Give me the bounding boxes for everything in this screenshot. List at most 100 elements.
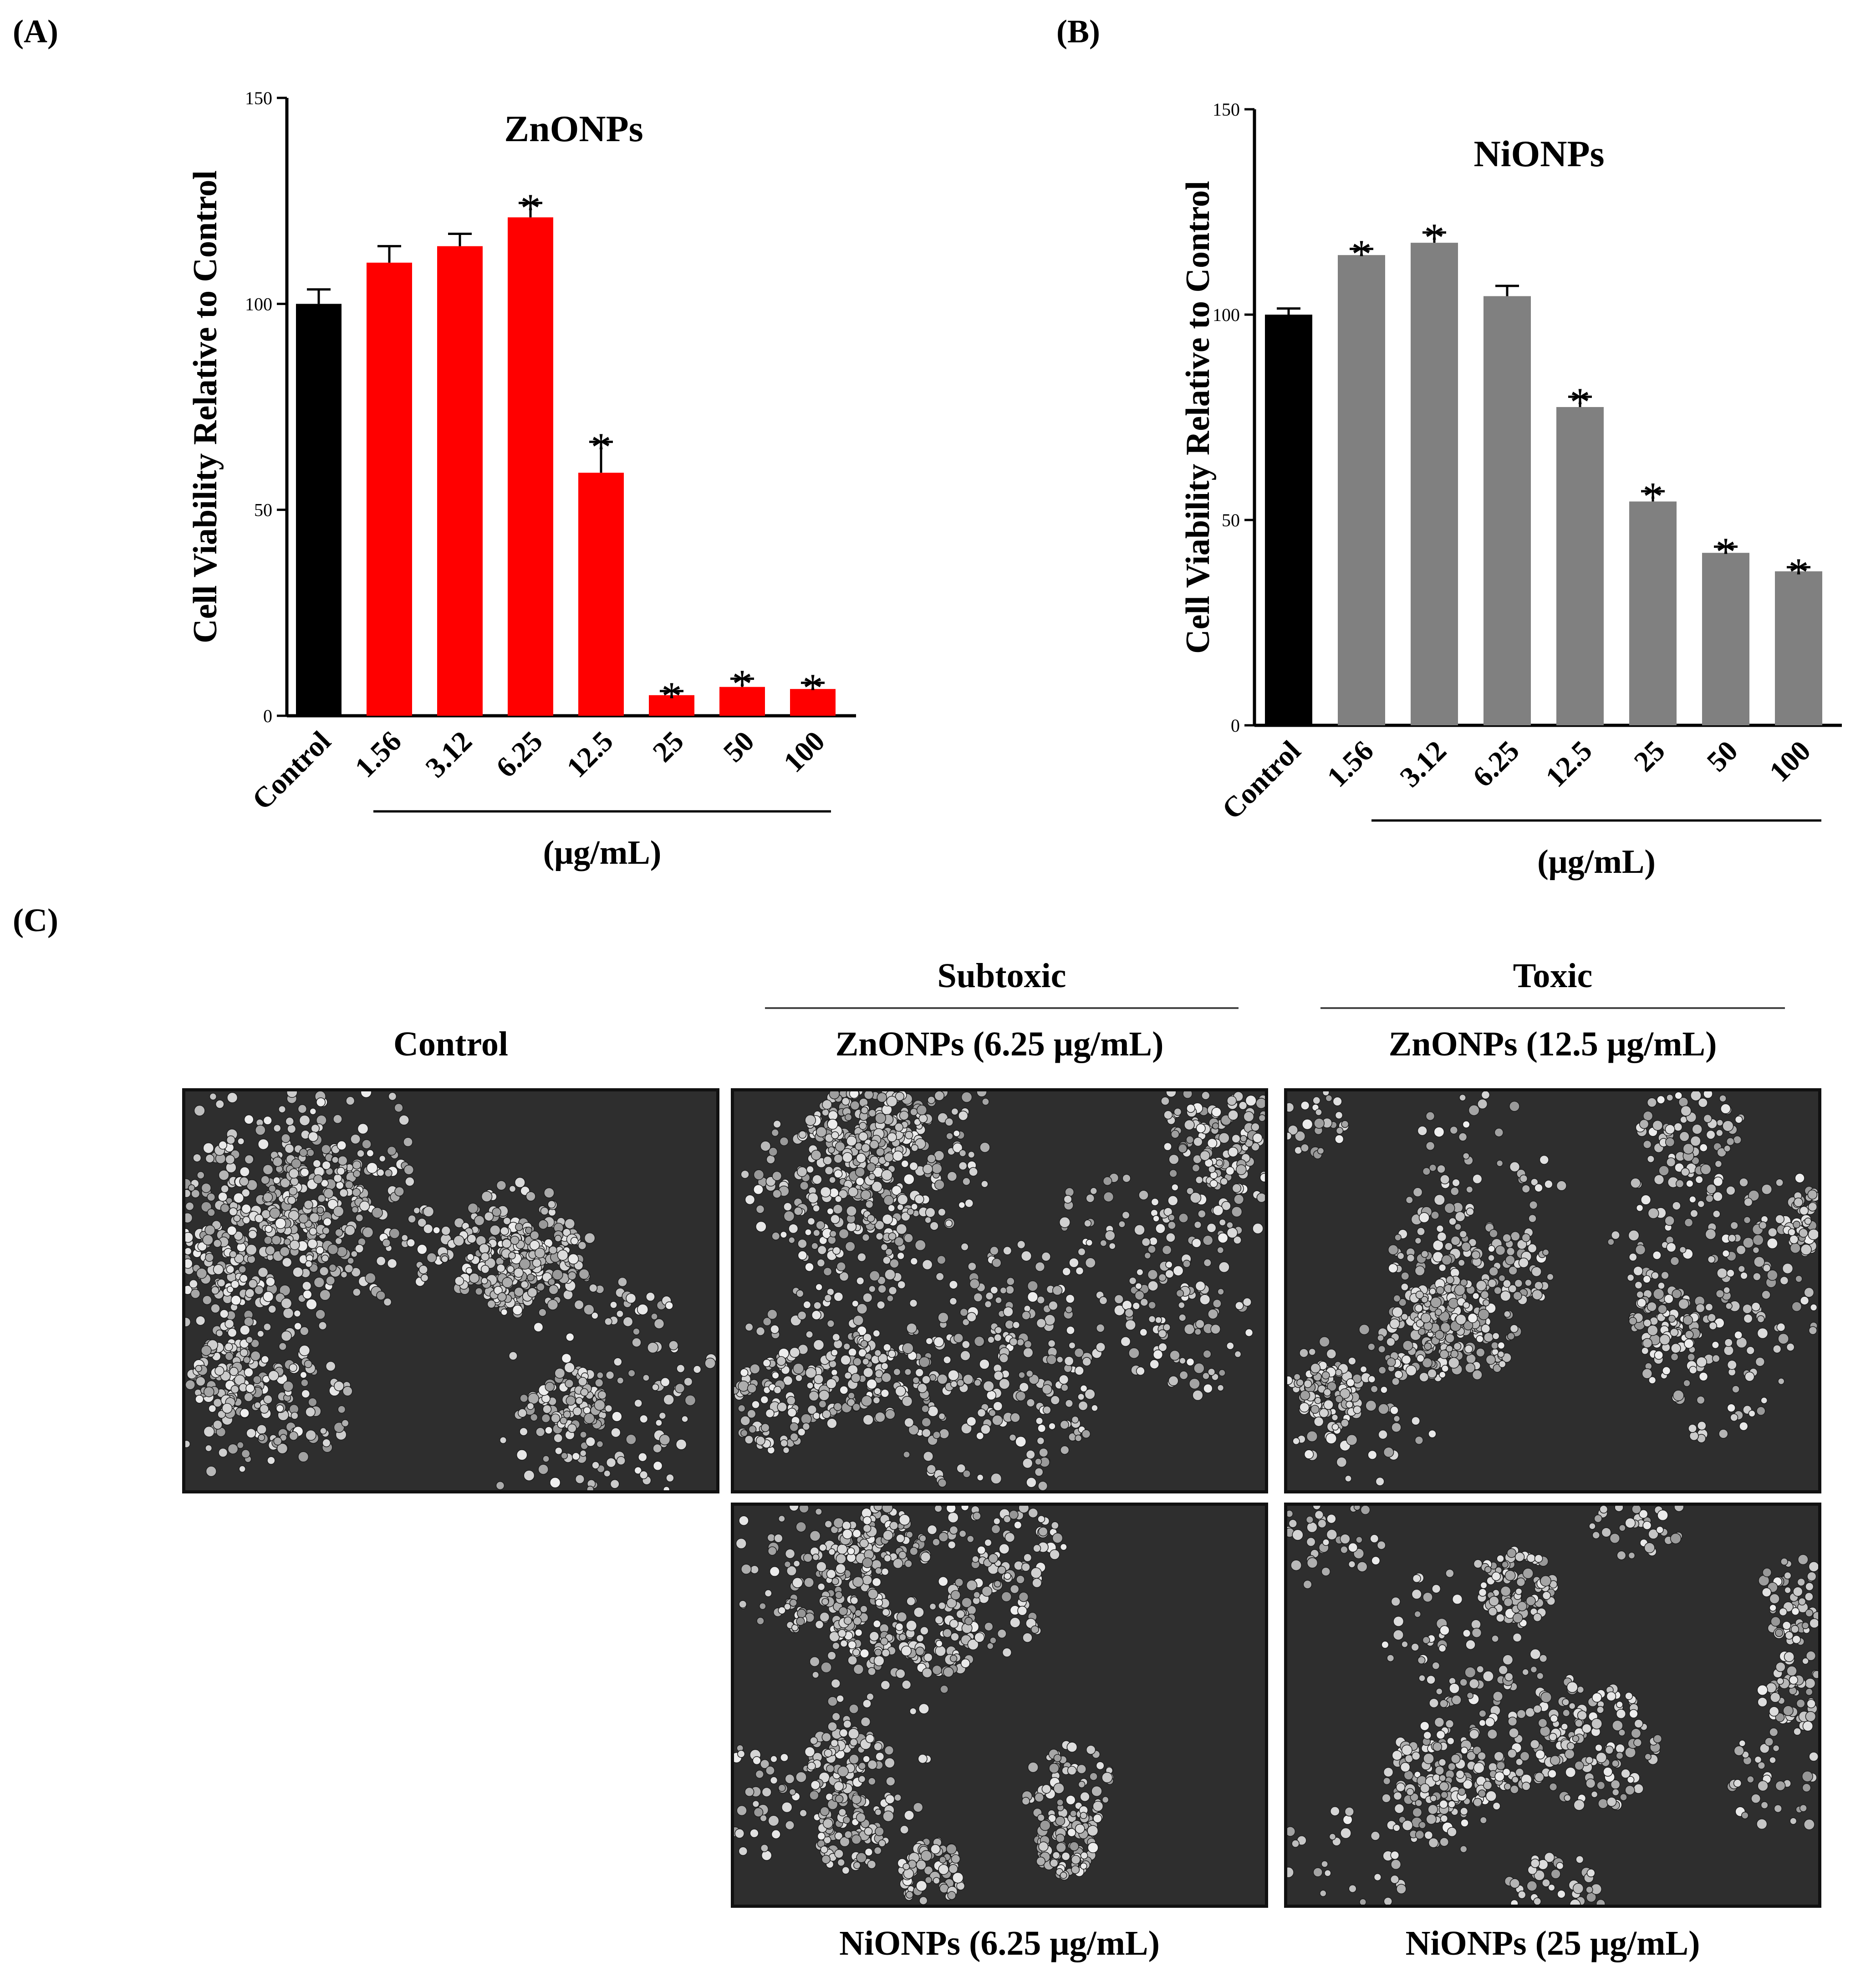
cell (258, 1434, 265, 1442)
cell (1730, 1221, 1738, 1230)
cell (797, 1609, 806, 1618)
cell (1053, 1754, 1062, 1762)
cell (1705, 1228, 1717, 1240)
cell (185, 1247, 192, 1255)
cell (852, 1403, 861, 1411)
cell (832, 1204, 843, 1214)
cell (263, 1192, 273, 1203)
cell (752, 1800, 760, 1808)
cell (1515, 1768, 1524, 1777)
cell (1390, 1850, 1400, 1860)
cell (1042, 1384, 1052, 1395)
cell (868, 1285, 876, 1293)
cell (858, 1775, 866, 1783)
cell (889, 1521, 898, 1530)
cell (1208, 1309, 1218, 1320)
cell (1096, 1324, 1105, 1333)
cell (510, 1235, 520, 1245)
cell (1336, 1457, 1347, 1467)
cell (1002, 1647, 1012, 1657)
cell (257, 1330, 265, 1338)
significance-star: * (520, 186, 541, 231)
cell (926, 1464, 936, 1474)
cell (589, 1284, 598, 1293)
cell (1468, 1105, 1480, 1116)
cell (1085, 1257, 1096, 1269)
cell (1217, 1384, 1224, 1391)
cell (1542, 1879, 1550, 1887)
cell (201, 1182, 212, 1193)
cell (963, 1469, 971, 1478)
cell (1049, 1763, 1060, 1773)
cell (474, 1215, 485, 1226)
cell (1726, 1137, 1735, 1146)
cell (909, 1707, 917, 1715)
cell (632, 1337, 642, 1348)
cell (767, 1309, 778, 1320)
bar (1629, 501, 1677, 725)
cell (632, 1328, 640, 1335)
cell (1065, 1187, 1075, 1197)
cell (1463, 1320, 1473, 1330)
cell (991, 1524, 1001, 1534)
cell (242, 1216, 250, 1224)
cell (1030, 1625, 1040, 1634)
x-tick-label: 50 (1700, 734, 1743, 778)
cell (882, 1213, 893, 1225)
cell (1607, 1238, 1615, 1246)
cell (1032, 1578, 1042, 1588)
bar (790, 689, 836, 716)
cell (1017, 1240, 1026, 1249)
cell (244, 1367, 254, 1377)
cell (829, 1230, 837, 1238)
cell (1544, 1852, 1555, 1863)
cell (986, 1642, 994, 1650)
cell (1141, 1237, 1151, 1247)
cell (875, 1232, 884, 1240)
cell (1512, 1633, 1522, 1642)
cell (862, 1755, 870, 1763)
cell (211, 1286, 219, 1295)
cell (1149, 1237, 1158, 1246)
cell (1805, 1678, 1816, 1689)
cell (999, 1353, 1009, 1363)
cell (812, 1671, 820, 1679)
cell (764, 1589, 772, 1597)
cell (273, 1176, 281, 1184)
cell (914, 1194, 924, 1204)
cell (1091, 1785, 1102, 1797)
cell (1463, 1629, 1471, 1638)
cell (1471, 1627, 1482, 1638)
cell (360, 1091, 372, 1098)
cell (1015, 1436, 1027, 1447)
cell (1158, 1273, 1167, 1282)
cell (1367, 1343, 1376, 1351)
bar (367, 262, 412, 716)
cell (796, 1617, 805, 1626)
cell (943, 1628, 952, 1638)
cell (894, 1794, 902, 1802)
cell (861, 1143, 870, 1152)
cell (1055, 1816, 1065, 1826)
cell (1653, 1288, 1665, 1300)
x-tick-label: Control (1216, 734, 1307, 825)
x-tick-label: 12.5 (1539, 734, 1598, 793)
cell (851, 1834, 862, 1845)
cell (1609, 1533, 1620, 1544)
cell (1756, 1406, 1766, 1416)
cell (1218, 1261, 1230, 1273)
cell (339, 1188, 348, 1197)
cell (853, 1616, 862, 1625)
cell (305, 1260, 313, 1268)
cell (938, 1576, 948, 1587)
cell (815, 1283, 823, 1291)
cell (1322, 1091, 1330, 1096)
cell (481, 1277, 488, 1284)
cell (966, 1312, 977, 1322)
cell (1202, 1235, 1213, 1246)
cell (1462, 1121, 1470, 1128)
cell (1733, 1135, 1742, 1144)
cell (1331, 1423, 1339, 1431)
cell (563, 1289, 573, 1300)
cell (827, 1696, 838, 1707)
